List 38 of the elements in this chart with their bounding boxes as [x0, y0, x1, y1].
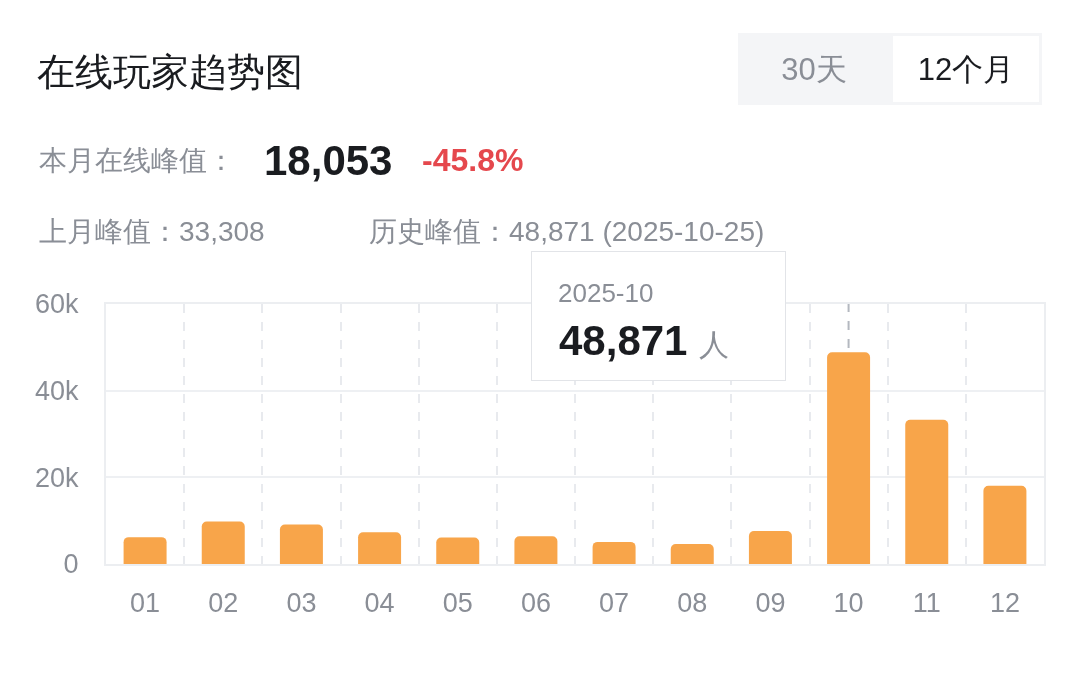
x-tick-label: 06 — [520, 588, 551, 619]
bar — [748, 531, 792, 564]
annotation: 2025-10 — [558, 278, 654, 308]
annotation: 48,871 人 — [559, 317, 730, 364]
text: -45.8% — [422, 142, 524, 178]
text: 上月峰值：33,308 — [39, 216, 265, 247]
x-tick-label: 07 — [599, 588, 630, 619]
bar — [279, 524, 323, 564]
x-tick-label: 09 — [755, 588, 786, 619]
chart-title: 在线玩家趋势图 — [37, 51, 303, 94]
x-tick-label: 03 — [286, 588, 317, 619]
x-tick-label: 12 — [989, 588, 1020, 619]
x-tick-label: 05 — [442, 588, 473, 619]
bar — [670, 544, 714, 564]
text: 历史峰值：48,871 (2025-10-25) — [369, 216, 765, 247]
y-tick-label: 0 — [63, 549, 79, 580]
bar — [123, 537, 167, 564]
bar — [436, 537, 480, 564]
bar — [905, 419, 949, 564]
x-tick-label: 01 — [130, 588, 161, 619]
y-tick-label: 40k — [35, 376, 80, 407]
bar — [827, 352, 871, 564]
bar — [514, 536, 558, 564]
y-tick-label: 60k — [35, 289, 80, 320]
bar — [592, 541, 636, 564]
x-tick-label: 08 — [677, 588, 708, 619]
bar — [201, 521, 245, 564]
x-tick-label: 02 — [208, 588, 239, 619]
x-tick-label: 11 — [912, 588, 941, 619]
text: 12个月 — [917, 51, 1015, 87]
text: 18,053 — [264, 137, 393, 184]
bar — [983, 485, 1027, 564]
y-tick-label: 20k — [35, 462, 80, 493]
text: 30天 — [781, 51, 847, 87]
x-tick-label: 04 — [364, 588, 395, 619]
bar — [358, 532, 402, 564]
x-tick-label: 10 — [833, 588, 864, 619]
text: 本月在线峰值： — [39, 145, 235, 176]
